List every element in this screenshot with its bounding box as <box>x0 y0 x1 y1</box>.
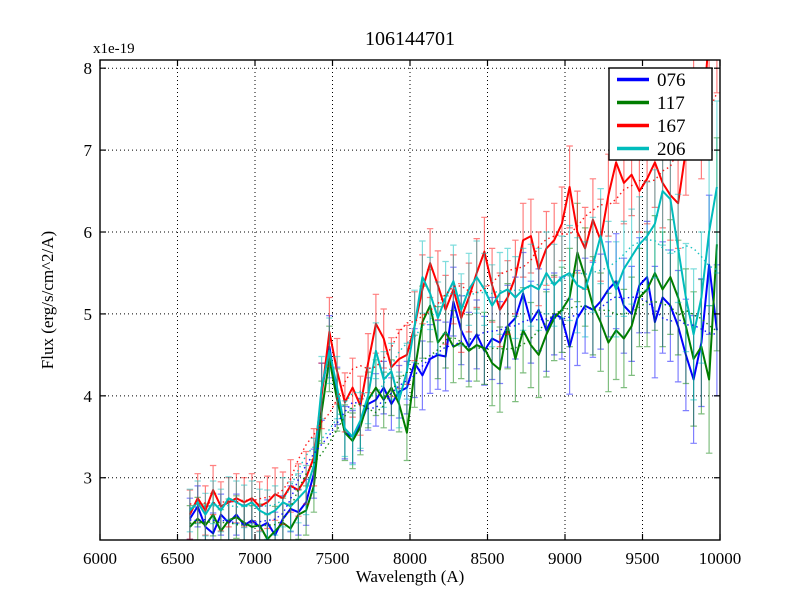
y-tick-label: 3 <box>84 469 93 488</box>
legend-label-117: 117 <box>657 93 685 114</box>
data-layer <box>186 60 720 540</box>
x-tick-label: 9500 <box>626 549 660 568</box>
plot-title: 106144701 <box>365 28 455 50</box>
legend-item-117: 117 <box>617 93 685 114</box>
legend-label-206: 206 <box>657 139 686 160</box>
x-tick-label: 7500 <box>316 549 350 568</box>
legend-item-167: 167 <box>617 116 686 137</box>
x-tick-label: 7000 <box>238 549 272 568</box>
x-tick-label: 10000 <box>699 549 742 568</box>
x-tick-label: 8000 <box>393 549 427 568</box>
legend-item-076: 076 <box>617 70 686 91</box>
tick-label-layer: 6000 6500 7000 7500 8000 8500 9000 9500 10000 3 4 5… <box>83 59 741 568</box>
smoothed-dotted-line-206 <box>189 238 718 509</box>
smoothed-dotted-line-167 <box>189 92 718 505</box>
legend-box <box>608 67 713 161</box>
legend-item-206: 206 <box>617 139 686 160</box>
x-tick-label: 6500 <box>161 549 195 568</box>
x-tick-label: 9000 <box>548 549 582 568</box>
x-tick-label: 8500 <box>471 549 505 568</box>
spectrum-line-117 <box>189 244 718 540</box>
spectrum-line-206 <box>189 186 718 516</box>
x-tick-label: 6000 <box>83 549 117 568</box>
x-axis-label: Wavelength (A) <box>356 567 465 586</box>
tick-layer <box>99 60 721 540</box>
legend-label-167: 167 <box>657 116 686 137</box>
y-tick-label: 4 <box>84 387 93 406</box>
y-axis-offset-label: x1e-19 <box>93 41 135 57</box>
y-tick-label: 8 <box>84 59 93 78</box>
y-tick-label: 7 <box>84 141 93 160</box>
y-tick-label: 5 <box>84 305 93 324</box>
y-tick-label: 6 <box>84 223 93 242</box>
smoothed-dotted-line-076 <box>189 295 718 525</box>
legend-label-076: 076 <box>657 70 686 91</box>
y-axis-label: Flux (erg/s/cm^2/A) <box>38 231 57 369</box>
